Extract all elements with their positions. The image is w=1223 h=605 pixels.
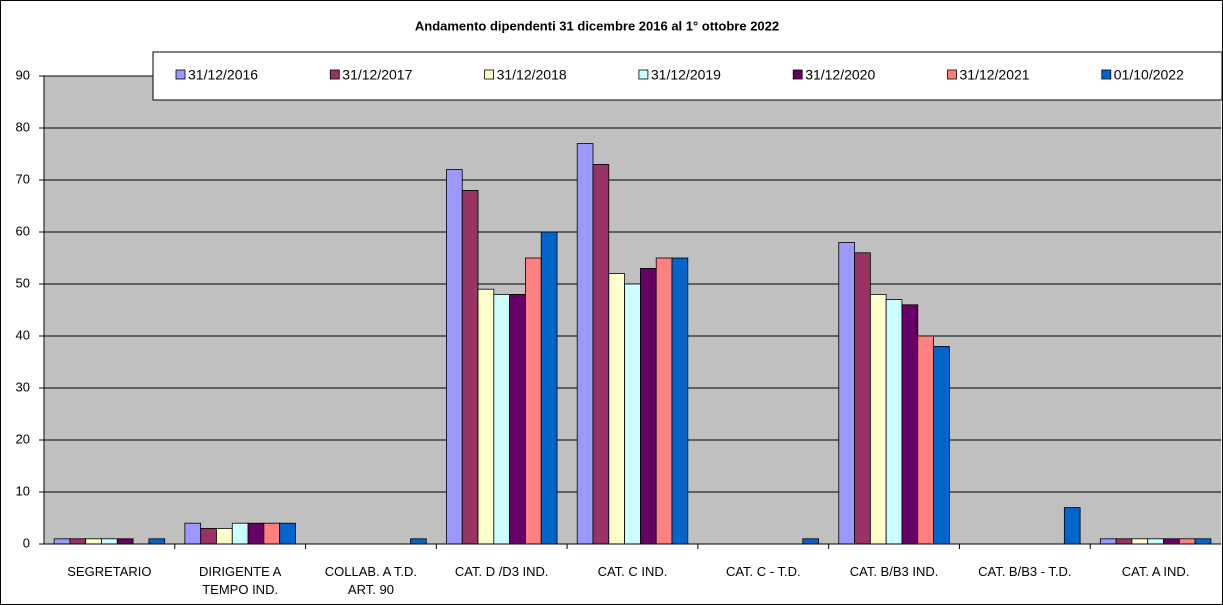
y-tick-label: 20 bbox=[16, 431, 30, 446]
bar bbox=[1099, 538, 1117, 545]
bar bbox=[231, 522, 249, 545]
y-tick-label: 50 bbox=[16, 275, 30, 290]
legend-label: 31/12/2021 bbox=[960, 67, 1030, 83]
bar bbox=[854, 252, 871, 545]
bar bbox=[279, 522, 296, 545]
bar bbox=[1115, 538, 1133, 545]
bar bbox=[802, 538, 819, 545]
bar bbox=[640, 267, 657, 545]
bar bbox=[116, 538, 134, 545]
x-tick-label: CAT. A IND. bbox=[1122, 564, 1190, 579]
x-tick-label: CAT. B/B3 - T.D. bbox=[978, 564, 1071, 579]
bar bbox=[917, 335, 934, 545]
bar bbox=[69, 538, 87, 545]
legend-swatch bbox=[175, 69, 186, 80]
bar bbox=[200, 528, 217, 545]
bar bbox=[1178, 538, 1196, 545]
bar bbox=[216, 528, 233, 545]
bar bbox=[901, 304, 919, 545]
bar bbox=[1163, 538, 1180, 545]
x-tick-label: CAT. B/B3 IND. bbox=[850, 564, 939, 579]
bar bbox=[263, 522, 281, 545]
legend-label: 31/12/2016 bbox=[188, 67, 258, 83]
legend-swatch bbox=[484, 69, 495, 80]
y-tick-label: 0 bbox=[23, 535, 30, 550]
legend-label: 31/12/2019 bbox=[651, 67, 721, 83]
legend-swatch bbox=[329, 69, 340, 80]
bar bbox=[148, 538, 166, 545]
legend-label: 31/12/2020 bbox=[805, 67, 875, 83]
legend-label: 01/10/2022 bbox=[1114, 67, 1184, 83]
bar bbox=[592, 163, 610, 545]
x-tick-label: SEGRETARIO bbox=[67, 564, 151, 579]
y-tick-label: 70 bbox=[16, 171, 30, 186]
x-tick-label: CAT. D /D3 IND. bbox=[455, 564, 549, 579]
x-tick-label: COLLAB. A T.D. ART. 90 bbox=[325, 564, 417, 597]
bar bbox=[624, 283, 641, 545]
y-tick-label: 60 bbox=[16, 223, 30, 238]
bar bbox=[540, 231, 558, 545]
bar bbox=[493, 293, 511, 545]
x-tick-label: DIRIGENTE A TEMPO IND. bbox=[199, 564, 282, 597]
bar bbox=[461, 189, 479, 545]
bar bbox=[608, 273, 625, 545]
y-tick-label: 10 bbox=[16, 483, 30, 498]
bar bbox=[509, 293, 526, 545]
bar bbox=[885, 299, 903, 545]
bar bbox=[1131, 538, 1149, 545]
bar bbox=[1194, 538, 1212, 545]
bar bbox=[477, 288, 495, 545]
x-tick-label: CAT. C IND. bbox=[598, 564, 668, 579]
legend-swatch bbox=[792, 69, 803, 80]
bar bbox=[1063, 507, 1081, 545]
y-tick-label: 90 bbox=[16, 67, 30, 82]
legend-swatch bbox=[638, 69, 649, 80]
bar bbox=[1147, 538, 1164, 545]
bar bbox=[576, 143, 594, 545]
x-tick-label: CAT. C - T.D. bbox=[726, 564, 801, 579]
bar bbox=[838, 241, 855, 545]
y-tick-label: 40 bbox=[16, 327, 30, 342]
bar bbox=[869, 293, 887, 545]
bar bbox=[655, 257, 673, 545]
bar bbox=[671, 257, 689, 545]
bar bbox=[933, 345, 950, 545]
bar bbox=[184, 522, 202, 545]
bar bbox=[446, 169, 463, 545]
legend-label: 31/12/2018 bbox=[497, 67, 567, 83]
y-tick-label: 80 bbox=[16, 119, 30, 134]
bar bbox=[410, 538, 427, 545]
legend-swatch bbox=[947, 69, 957, 80]
bar bbox=[101, 538, 118, 545]
y-tick-label: 30 bbox=[16, 379, 30, 394]
bar bbox=[85, 538, 102, 545]
bar bbox=[247, 522, 265, 545]
legend-label: 31/12/2017 bbox=[342, 67, 412, 83]
legend-swatch bbox=[1101, 69, 1112, 80]
chart-title: Andamento dipendenti 31 dicembre 2016 al… bbox=[415, 18, 779, 33]
bar bbox=[525, 257, 542, 545]
bar bbox=[53, 538, 71, 545]
